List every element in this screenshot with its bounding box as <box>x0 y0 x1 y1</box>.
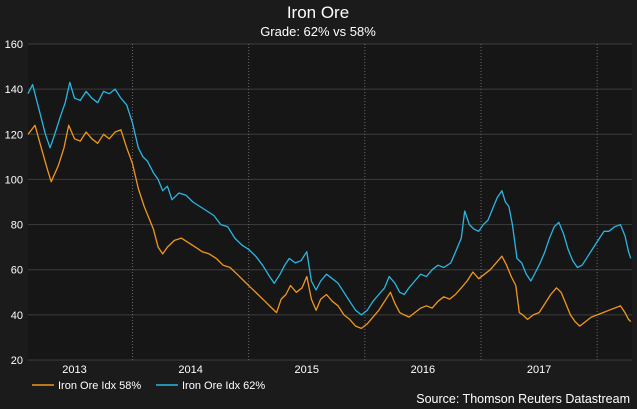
legend-label: Iron Ore Idx 62% <box>182 380 265 392</box>
y-tick-label: 160 <box>5 39 23 51</box>
y-tick-label: 100 <box>5 174 23 186</box>
x-tick-label: 2016 <box>411 364 435 376</box>
legend: Iron Ore Idx 58% Iron Ore Idx 62% <box>32 380 265 392</box>
x-tick-label: 2015 <box>295 364 319 376</box>
y-tick-label: 120 <box>5 129 23 141</box>
x-tick-label: 2017 <box>527 364 551 376</box>
y-tick-label: 20 <box>11 355 23 367</box>
gridlines <box>28 43 632 361</box>
legend-label: Iron Ore Idx 58% <box>58 380 141 392</box>
x-tick-label: 2014 <box>178 364 202 376</box>
y-tick-label: 40 <box>11 310 23 322</box>
y-tick-label: 80 <box>11 220 23 232</box>
series-line-iron-ore-58 <box>27 124 632 330</box>
chart-subtitle: Grade: 62% vs 58% <box>260 24 376 39</box>
y-tick-label: 60 <box>11 265 23 277</box>
chart-title: Iron Ore <box>287 3 349 22</box>
x-tick-label: 2013 <box>62 364 86 376</box>
axis-ticks: 20 40 60 80 100 120 140 160 2013 2014 2015 2016 2017 <box>5 39 552 376</box>
series-lines <box>27 81 632 330</box>
y-tick-label: 140 <box>5 84 23 96</box>
series-line-iron-ore-62 <box>27 81 632 316</box>
plot-area <box>28 44 632 360</box>
source-note: Source: Thomson Reuters Datastream <box>416 392 630 406</box>
